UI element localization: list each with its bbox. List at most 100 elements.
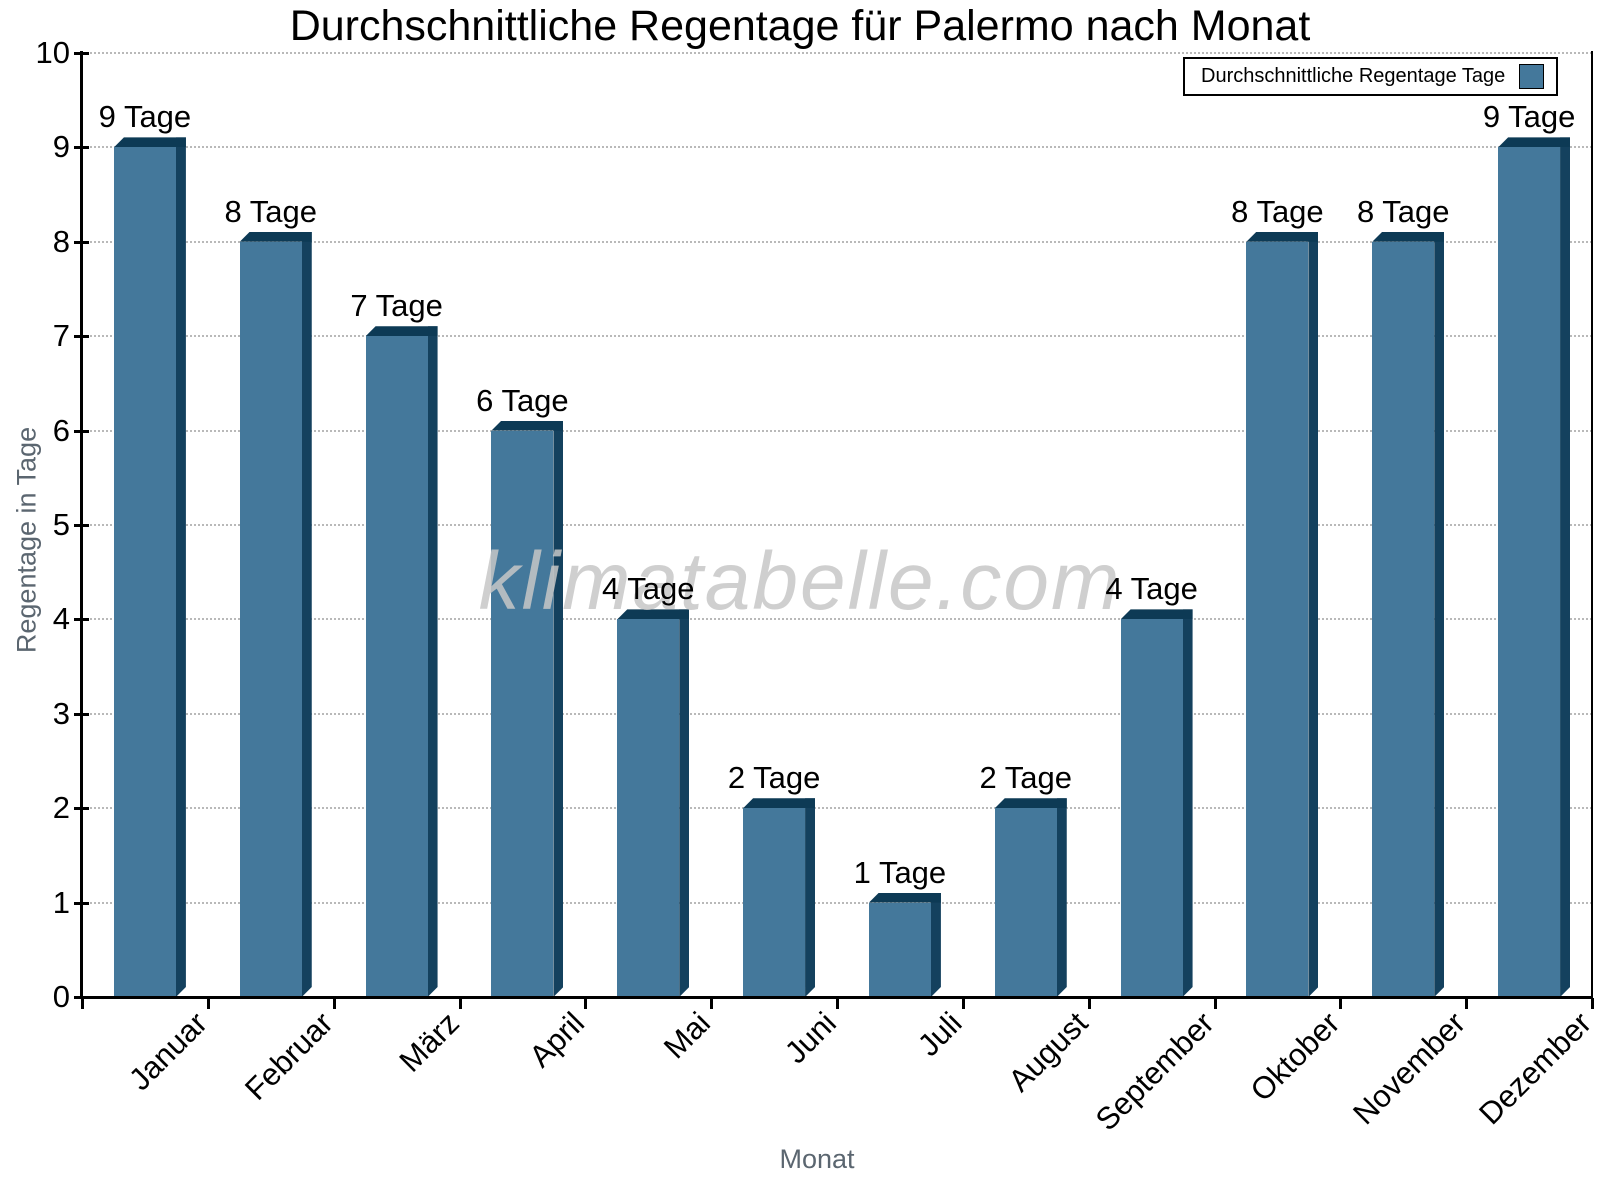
x-category-label: August [1001, 1005, 1095, 1099]
gridline [82, 429, 1592, 432]
y-tick-label: 4 [52, 601, 70, 637]
y-tick [74, 901, 89, 905]
bar-top-face [239, 231, 312, 242]
x-category-label: Juli [911, 1005, 969, 1063]
x-tick [206, 998, 210, 1009]
bar [113, 147, 176, 997]
y-tick [74, 240, 89, 244]
bar-top-face [113, 137, 186, 148]
x-tick [1087, 998, 1091, 1009]
bar [365, 336, 428, 997]
bar-top-face [1120, 609, 1193, 620]
bar-value-label: 6 Tage [476, 382, 569, 418]
x-category-label: Dezember [1472, 1005, 1599, 1132]
y-tick-label: 8 [52, 223, 70, 259]
y-tick [74, 524, 89, 527]
x-tick [1339, 998, 1343, 1009]
bar-side-face [1056, 798, 1067, 997]
bar-value-label: 2 Tage [727, 760, 821, 796]
gridline [82, 807, 1592, 810]
x-category-label: November [1346, 1005, 1473, 1132]
x-category-label: März [392, 1005, 466, 1079]
right-border-line [1591, 51, 1593, 998]
y-tick-label: 9 [52, 129, 70, 165]
x-tick [710, 998, 714, 1009]
y-tick [74, 335, 89, 339]
chart-title: Durchschnittliche Regentage für Palermo … [289, 2, 1311, 50]
gridline [82, 618, 1592, 621]
bar [1246, 241, 1309, 997]
gridline [82, 712, 1592, 715]
legend-label: Durchschnittliche Regentage Tage [1201, 65, 1506, 87]
x-category-label: September [1088, 1005, 1221, 1138]
y-tick-label: 3 [52, 695, 70, 731]
y-tick [74, 146, 89, 150]
x-tick [961, 998, 965, 1009]
watermark: klimatabelle.com [478, 536, 1122, 627]
x-axis-line [80, 996, 1593, 999]
bar-side-face [930, 892, 941, 997]
bar-top-face [617, 609, 690, 620]
x-tick [332, 998, 336, 1009]
bar [868, 902, 931, 997]
y-tick-label: 0 [52, 979, 70, 1014]
x-category-label: Januar [122, 1005, 214, 1098]
gridline [82, 524, 1592, 526]
x-category-label: Februar [238, 1005, 340, 1107]
y-tick [74, 807, 89, 811]
bar-side-face [175, 137, 186, 997]
bar-top-face [365, 326, 438, 337]
bar-value-label: 8 Tage [224, 193, 318, 229]
y-tick-label: 2 [52, 790, 70, 826]
x-category-label: Juni [778, 1005, 844, 1071]
y-tick [74, 52, 89, 55]
x-tick [81, 998, 84, 1009]
x-tick [836, 998, 839, 1009]
y-tick [74, 618, 89, 622]
y-tick-label: 10 [35, 35, 70, 70]
bar-value-label: 9 Tage [1482, 99, 1576, 135]
gridline [82, 335, 1592, 338]
bar-top-face [491, 420, 564, 431]
bar [1498, 147, 1561, 997]
bar-top-face [1498, 137, 1571, 148]
bar-value-label: 4 Tage [601, 571, 695, 607]
bar-top-face [1372, 231, 1445, 242]
gridline [82, 240, 1592, 243]
bar-side-face [1434, 231, 1445, 997]
bar-value-label: 9 Tage [98, 99, 192, 135]
gridline [82, 901, 1592, 904]
bar-top-face [743, 798, 816, 809]
bar-side-face [805, 798, 816, 997]
x-tick [1213, 998, 1217, 1009]
legend-swatch-icon [1519, 64, 1545, 89]
y-tick-label: 1 [52, 884, 70, 920]
bar-side-face [1182, 609, 1193, 997]
bar-value-label: 7 Tage [350, 288, 443, 324]
legend: Durchschnittliche Regentage Tage [1183, 57, 1559, 96]
bar-value-label: 2 Tage [979, 760, 1073, 796]
bar [617, 619, 680, 997]
gridline [82, 146, 1592, 149]
x-category-label: Mai [657, 1005, 718, 1066]
y-tick [74, 996, 89, 999]
bar-top-face [1246, 231, 1319, 242]
bar-side-face [1308, 231, 1319, 997]
x-tick [584, 998, 588, 1009]
bar-value-label: 8 Tage [1356, 193, 1450, 229]
bar [239, 241, 302, 997]
bar [1120, 619, 1183, 997]
y-tick-label: 5 [52, 507, 70, 542]
bar-side-face [301, 231, 312, 997]
x-axis-title: Monat [779, 1144, 855, 1174]
x-tick [1465, 998, 1469, 1009]
y-tick-label: 6 [52, 412, 70, 448]
bar-top-face [868, 892, 941, 903]
bar-value-label: 8 Tage [1231, 193, 1324, 229]
x-tick [1591, 998, 1594, 1009]
y-tick [74, 429, 89, 433]
bar [994, 808, 1057, 997]
y-tick-label: 7 [52, 318, 70, 354]
bar-side-face [553, 420, 564, 997]
